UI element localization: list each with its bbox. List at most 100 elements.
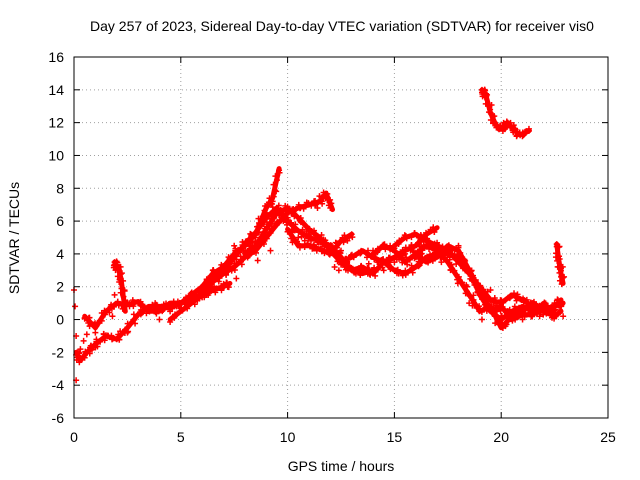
data-point	[94, 319, 101, 326]
data-point	[167, 308, 174, 315]
data-point	[172, 313, 179, 320]
data-point	[241, 254, 248, 261]
data-point	[419, 244, 426, 251]
data-point	[540, 303, 547, 310]
data-point	[364, 269, 371, 276]
data-point	[88, 342, 95, 349]
data-point	[297, 204, 304, 211]
y-tick-label: 0	[56, 312, 64, 328]
data-point	[305, 201, 312, 208]
data-point	[466, 293, 473, 300]
data-point	[236, 249, 243, 256]
data-point	[560, 313, 567, 320]
data-point	[286, 205, 293, 212]
data-point	[320, 236, 327, 243]
x-tick-label: 25	[600, 429, 616, 445]
data-point	[276, 167, 283, 174]
data-point	[269, 204, 276, 211]
data-point	[288, 219, 295, 226]
data-point	[93, 336, 100, 343]
data-point	[219, 266, 226, 273]
data-point	[98, 317, 105, 324]
data-point	[298, 218, 305, 225]
data-point	[130, 311, 137, 318]
data-point	[216, 270, 223, 277]
data-point	[76, 359, 83, 366]
data-point	[267, 229, 274, 236]
data-point	[270, 181, 277, 188]
data-point	[457, 249, 464, 256]
data-point	[394, 266, 401, 273]
data-point	[387, 257, 394, 264]
data-point	[327, 204, 334, 211]
data-point	[460, 258, 467, 265]
data-point	[378, 256, 385, 263]
data-point	[263, 209, 270, 216]
data-point	[512, 126, 519, 133]
data-point	[402, 244, 409, 251]
data-point	[340, 239, 347, 246]
data-point	[282, 202, 289, 209]
data-point	[519, 131, 526, 138]
data-point	[294, 240, 301, 247]
data-point	[101, 337, 108, 344]
data-point	[335, 267, 342, 274]
data-point	[374, 259, 381, 266]
data-point	[445, 242, 452, 249]
data-point	[487, 287, 494, 294]
data-point	[86, 323, 93, 330]
data-point	[374, 266, 381, 273]
data-point	[152, 305, 159, 312]
data-point	[289, 239, 296, 246]
data-point	[223, 279, 230, 286]
data-point	[184, 305, 191, 312]
data-point	[481, 292, 488, 299]
data-point	[556, 269, 563, 276]
data-point	[266, 226, 273, 233]
data-point	[114, 298, 121, 305]
data-point	[502, 323, 509, 330]
data-point	[372, 272, 379, 279]
y-tick-label: 16	[48, 49, 64, 65]
data-point	[493, 308, 500, 315]
data-point	[437, 254, 444, 261]
data-point	[177, 300, 184, 307]
data-point	[272, 187, 279, 194]
data-point	[152, 300, 159, 307]
data-point	[558, 273, 565, 280]
data-point	[269, 220, 276, 227]
data-point	[233, 275, 240, 282]
data-point	[100, 331, 107, 338]
data-point	[110, 303, 117, 310]
data-point	[492, 320, 499, 327]
data-point	[517, 296, 524, 303]
data-point	[295, 234, 302, 241]
data-point	[119, 305, 126, 312]
data-point	[145, 306, 152, 313]
data-series	[71, 86, 568, 384]
data-point	[255, 229, 262, 236]
data-point	[370, 247, 377, 254]
data-point	[342, 259, 349, 266]
data-point	[399, 246, 406, 253]
data-point	[323, 240, 330, 247]
data-point	[483, 303, 490, 310]
data-point	[194, 293, 201, 300]
data-point	[85, 319, 92, 326]
data-point	[412, 254, 419, 261]
data-point	[338, 247, 344, 254]
data-point	[111, 259, 118, 266]
data-point	[130, 316, 137, 323]
data-point	[558, 273, 565, 280]
y-tick-label: 12	[48, 115, 64, 131]
data-point	[312, 201, 319, 208]
data-point	[406, 256, 413, 263]
data-point	[386, 262, 393, 269]
data-point	[391, 245, 398, 252]
data-point	[188, 290, 195, 297]
data-point	[109, 313, 116, 320]
data-point	[254, 257, 261, 264]
data-point	[254, 223, 261, 230]
data-point	[454, 280, 461, 287]
data-point	[553, 241, 560, 248]
